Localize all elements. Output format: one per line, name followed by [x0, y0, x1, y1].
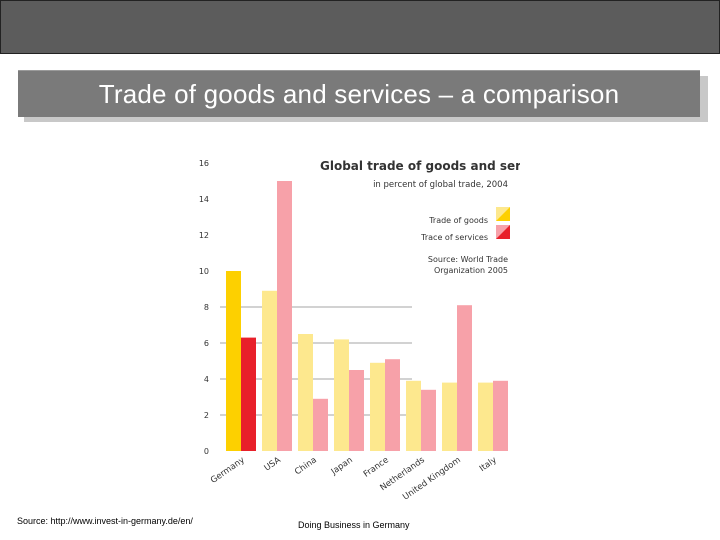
footer-center: Doing Business in Germany — [298, 520, 410, 530]
category-label: Germany — [209, 455, 247, 486]
bar-china-services — [313, 398, 328, 451]
source-note-line-2: Organization 2005 — [434, 266, 508, 275]
y-tick-label: 2 — [204, 411, 209, 420]
source-note-line-1: Source: World Trade — [428, 255, 508, 264]
legend-label-services: Trace of services — [420, 233, 488, 242]
bar-france-services — [385, 359, 400, 451]
slide-title-box: Trade of goods and services – a comparis… — [18, 70, 700, 117]
category-label: USA — [263, 455, 283, 473]
bar-japan-services — [349, 370, 364, 451]
slide-title: Trade of goods and services – a comparis… — [98, 78, 620, 109]
legend-swatch-services — [496, 225, 510, 239]
category-label: France — [362, 455, 391, 479]
y-tick-label: 8 — [204, 303, 209, 312]
bar-usa-goods — [262, 290, 277, 451]
category-labels: Germany USA China Japan FranceNetherlandsUni… — [209, 455, 499, 500]
y-tick-label: 6 — [204, 339, 209, 348]
y-tick-label: 12 — [199, 231, 209, 240]
bar-japan-goods — [334, 339, 349, 451]
top-header-band — [0, 0, 720, 54]
bar-italy-services — [493, 380, 508, 451]
bar-netherlands-goods — [406, 380, 421, 451]
bar-germany-goods — [226, 271, 241, 451]
y-tick-label: 4 — [204, 375, 209, 384]
bar-united-kingdom-goods — [442, 382, 457, 451]
legend: Trade of goods Trace of services Source:… — [420, 207, 510, 275]
bar-france-goods — [370, 362, 385, 451]
y-tick-label: 0 — [204, 447, 209, 456]
chart-subtitle: in percent of global trade, 2004 — [373, 180, 508, 190]
chart-title: Global trade of goods and services — [320, 159, 520, 173]
bar-netherlands-services — [421, 389, 436, 451]
category-label: China — [293, 455, 319, 477]
category-label: Japan — [329, 455, 355, 477]
legend-label-goods: Trade of goods — [428, 216, 488, 225]
y-tick-label: 16 — [199, 159, 209, 168]
y-tick-label: 10 — [199, 267, 209, 276]
legend-swatch-goods — [496, 207, 510, 221]
bars — [226, 181, 508, 451]
bar-united-kingdom-services — [457, 305, 472, 451]
bar-chart: 0 2 4 6 8 10 12 14 16 Germany USA China Japan France… — [199, 159, 520, 500]
bar-italy-goods — [478, 382, 493, 451]
category-label: Italy — [478, 455, 499, 474]
bar-usa-services — [277, 181, 292, 451]
footer-source: Source: http://www.invest-in-germany.de/… — [17, 516, 193, 526]
y-tick-label: 14 — [199, 195, 209, 204]
y-axis-ticks: 0 2 4 6 8 10 12 14 16 — [199, 159, 209, 456]
bar-germany-services — [241, 337, 256, 451]
bar-china-goods — [298, 334, 313, 451]
